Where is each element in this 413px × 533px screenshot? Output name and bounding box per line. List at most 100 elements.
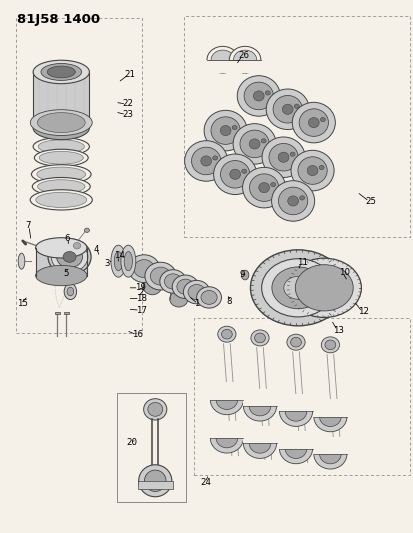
Ellipse shape (210, 385, 243, 415)
Ellipse shape (111, 245, 126, 277)
Ellipse shape (237, 76, 280, 116)
Bar (312, 437, 347, 454)
Ellipse shape (48, 239, 91, 275)
Ellipse shape (254, 333, 265, 343)
Ellipse shape (84, 228, 89, 232)
Ellipse shape (188, 285, 205, 300)
Ellipse shape (287, 258, 361, 318)
Ellipse shape (244, 82, 273, 110)
Ellipse shape (249, 139, 259, 149)
Ellipse shape (287, 196, 298, 206)
Ellipse shape (144, 470, 166, 491)
Ellipse shape (211, 117, 240, 144)
Ellipse shape (243, 429, 276, 458)
Ellipse shape (206, 46, 238, 73)
Ellipse shape (292, 102, 335, 143)
Ellipse shape (250, 330, 268, 346)
Ellipse shape (159, 270, 186, 293)
Ellipse shape (201, 290, 217, 304)
Bar (206, 60, 239, 73)
Text: 23: 23 (122, 110, 133, 119)
Ellipse shape (279, 434, 312, 464)
Ellipse shape (147, 402, 162, 416)
Ellipse shape (242, 167, 285, 208)
Ellipse shape (290, 152, 294, 156)
Ellipse shape (121, 245, 135, 277)
Ellipse shape (176, 279, 194, 294)
Ellipse shape (47, 66, 75, 78)
Ellipse shape (318, 165, 323, 169)
Ellipse shape (249, 434, 270, 453)
Bar (193, 318, 409, 475)
Ellipse shape (124, 252, 132, 271)
Ellipse shape (297, 157, 326, 184)
Bar (242, 389, 277, 406)
Ellipse shape (266, 89, 309, 130)
Text: 21: 21 (124, 70, 135, 79)
Ellipse shape (63, 252, 76, 262)
Ellipse shape (31, 165, 91, 184)
Ellipse shape (220, 160, 249, 188)
Ellipse shape (37, 167, 85, 181)
Ellipse shape (143, 279, 161, 295)
Text: 1: 1 (193, 300, 199, 308)
Ellipse shape (249, 174, 278, 201)
Bar (33, 72, 89, 128)
Ellipse shape (253, 91, 263, 101)
Ellipse shape (229, 169, 240, 179)
Text: 20: 20 (126, 438, 137, 447)
Bar (64, 312, 69, 314)
Ellipse shape (278, 152, 288, 162)
Bar (278, 431, 313, 449)
Ellipse shape (268, 143, 297, 171)
Ellipse shape (290, 337, 301, 347)
Ellipse shape (33, 116, 89, 140)
Text: 24: 24 (200, 478, 211, 487)
Ellipse shape (57, 246, 82, 268)
Text: 14: 14 (114, 252, 125, 260)
Ellipse shape (36, 192, 87, 207)
Text: 3: 3 (104, 260, 109, 268)
Text: 22: 22 (122, 100, 133, 108)
Bar (278, 394, 313, 411)
Text: 6: 6 (64, 234, 69, 243)
Ellipse shape (320, 337, 339, 353)
Text: 25: 25 (364, 197, 375, 206)
Ellipse shape (210, 423, 243, 453)
Ellipse shape (283, 277, 311, 299)
Ellipse shape (286, 334, 304, 350)
Bar (209, 421, 244, 438)
Ellipse shape (64, 284, 76, 300)
Ellipse shape (41, 63, 81, 80)
Ellipse shape (313, 439, 346, 469)
Ellipse shape (270, 182, 275, 187)
Ellipse shape (38, 140, 84, 154)
Bar (228, 60, 261, 73)
Ellipse shape (294, 265, 352, 311)
Ellipse shape (216, 429, 237, 448)
Ellipse shape (324, 340, 335, 350)
Ellipse shape (299, 196, 304, 200)
Ellipse shape (278, 187, 307, 215)
Ellipse shape (73, 243, 81, 249)
Ellipse shape (217, 326, 235, 342)
Ellipse shape (36, 265, 87, 286)
Ellipse shape (220, 126, 230, 136)
Ellipse shape (183, 280, 209, 304)
Bar (36, 248, 87, 276)
Text: 81J58 1400: 81J58 1400 (17, 13, 100, 26)
Ellipse shape (150, 267, 171, 285)
Ellipse shape (145, 262, 176, 290)
Ellipse shape (241, 169, 246, 173)
Bar (312, 399, 347, 417)
Text: 7: 7 (25, 222, 30, 230)
Ellipse shape (30, 190, 92, 210)
Ellipse shape (319, 445, 340, 464)
Bar (116, 393, 186, 502)
Ellipse shape (212, 156, 217, 160)
Text: 17: 17 (135, 306, 147, 314)
Ellipse shape (32, 177, 90, 196)
Ellipse shape (265, 91, 270, 95)
Ellipse shape (285, 402, 306, 421)
Ellipse shape (249, 397, 270, 416)
